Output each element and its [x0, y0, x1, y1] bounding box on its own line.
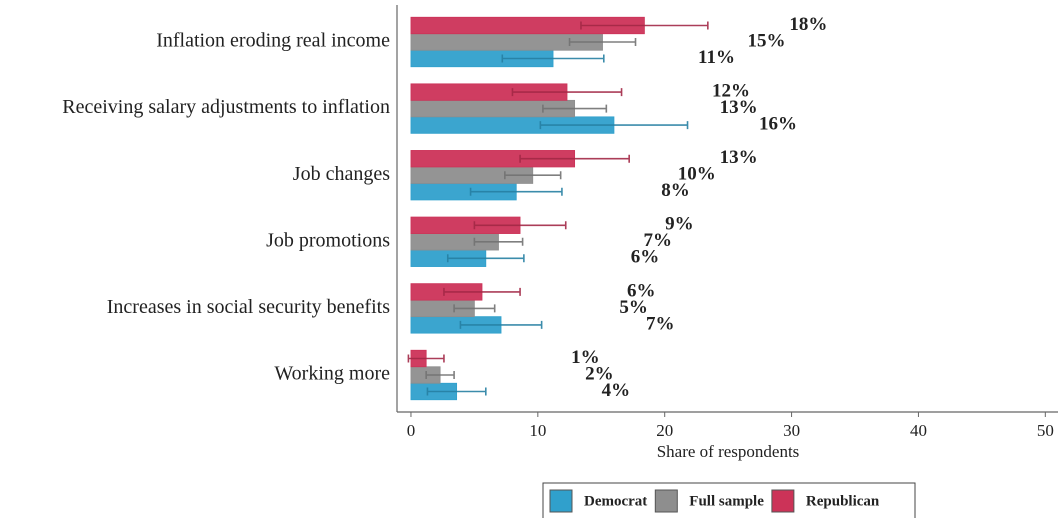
error-bar — [473, 221, 567, 230]
legend-label: Full sample — [689, 493, 764, 509]
value-label: 2% — [585, 363, 614, 384]
error-bar — [453, 304, 496, 313]
error-bar — [568, 38, 637, 46]
error-bar — [446, 254, 525, 263]
value-label: 13% — [720, 97, 758, 118]
x-tick-label: 20 — [656, 421, 673, 440]
error-bar — [443, 287, 521, 296]
value-label: 11% — [698, 47, 735, 68]
legend-box — [542, 482, 916, 518]
error-bar — [407, 354, 445, 363]
legend-label: Democrat — [584, 493, 647, 509]
y-tick-label: Job changes — [293, 163, 390, 185]
value-label: 7% — [643, 230, 672, 251]
value-label: 13% — [720, 147, 758, 168]
x-tick-label: 40 — [910, 421, 927, 440]
value-label: 4% — [602, 380, 631, 401]
x-tick-label: 10 — [529, 421, 546, 440]
value-label: 12% — [712, 80, 750, 101]
error-bar — [504, 171, 562, 180]
error-bar — [426, 387, 487, 396]
y-tick-label: Working more — [274, 363, 390, 385]
y-tick-label: Receiving salary adjustments to inflatio… — [62, 96, 390, 118]
x-tick-label: 50 — [1037, 421, 1054, 440]
legend-swatch — [654, 489, 678, 513]
x-tick-label: 0 — [407, 421, 416, 440]
value-label: 1% — [571, 347, 600, 368]
x-tick-label: 30 — [783, 421, 800, 440]
value-label: 8% — [661, 180, 690, 201]
error-bar — [542, 104, 608, 113]
value-label: 7% — [646, 313, 675, 334]
error-bar — [511, 88, 623, 97]
value-label: 10% — [678, 164, 716, 185]
error-bar — [469, 187, 563, 196]
value-label: 15% — [748, 30, 786, 51]
y-tick-label: Inflation eroding real income — [156, 30, 390, 52]
value-label: 5% — [619, 297, 648, 318]
x-axis-label: Share of respondents — [657, 442, 800, 461]
legend-swatch — [549, 489, 573, 513]
error-bar — [425, 371, 455, 379]
error-bar — [473, 237, 524, 246]
error-bar — [519, 154, 630, 163]
legend-swatch — [771, 489, 795, 513]
error-bar — [539, 121, 689, 130]
y-tick-label: Job promotions — [266, 229, 390, 251]
value-label: 6% — [627, 280, 656, 301]
value-label: 18% — [789, 14, 827, 35]
error-bar — [501, 54, 605, 63]
value-label: 9% — [665, 214, 694, 235]
y-tick-label: Increases in social security benefits — [107, 296, 390, 318]
legend-label: Republican — [806, 493, 880, 509]
error-bar — [459, 320, 543, 329]
value-label: 16% — [759, 113, 797, 134]
error-bar — [580, 21, 709, 30]
value-label: 6% — [631, 247, 660, 268]
